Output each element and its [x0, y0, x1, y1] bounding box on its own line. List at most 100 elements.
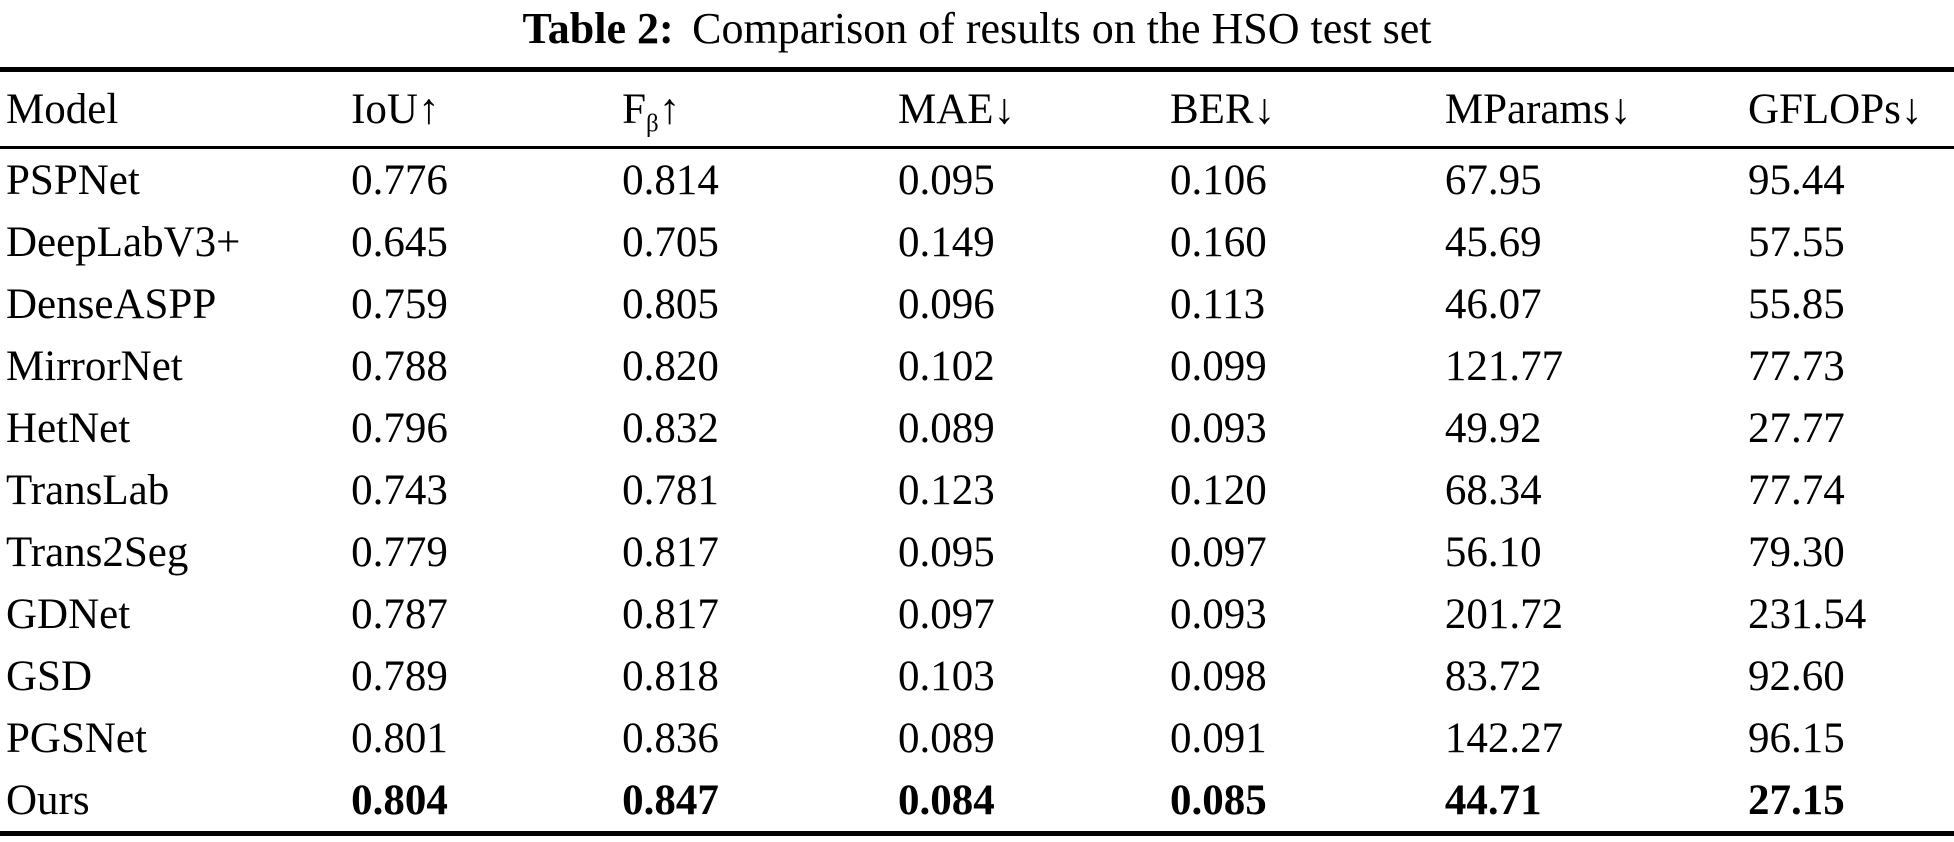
- cell-gflops: 27.77: [1747, 404, 1845, 452]
- table-row-gsd: GSD 0.789 0.818 0.103 0.098 83.72 92.60: [0, 645, 1954, 707]
- cell-mae: 0.097: [897, 590, 995, 638]
- cell-ber: 0.160: [1169, 218, 1267, 266]
- cell-fbeta: 0.781: [622, 466, 719, 514]
- column-header-label: MParams: [1444, 85, 1610, 133]
- cell-ber: 0.113: [1169, 280, 1266, 328]
- cell-model: DenseASPP: [6, 280, 217, 328]
- cell-gflops: 55.85: [1747, 280, 1845, 328]
- table-row-pspnet: PSPNet 0.776 0.814 0.095 0.106 67.95 95.…: [0, 148, 1954, 212]
- cell-iou: 0.645: [351, 218, 448, 266]
- table-row-mirrornet: MirrorNet 0.788 0.820 0.102 0.099 121.77…: [0, 335, 1954, 397]
- cell-mparams: 45.69: [1444, 218, 1542, 266]
- beta-subscript: β: [646, 110, 659, 138]
- cell-ber: 0.098: [1169, 652, 1267, 700]
- cell-mparams: 49.92: [1444, 404, 1542, 452]
- cell-mae: 0.096: [897, 280, 995, 328]
- cell-fbeta: 0.847: [622, 776, 719, 824]
- down-arrow-icon: ↓: [1253, 85, 1276, 133]
- cell-mparams: 46.07: [1444, 280, 1542, 328]
- cell-ber: 0.097: [1169, 528, 1267, 576]
- down-arrow-icon: ↓: [1900, 85, 1923, 133]
- cell-mparams: 201.72: [1444, 590, 1564, 638]
- column-header-ber: BER↓: [1163, 69, 1439, 149]
- cell-model: HetNet: [6, 404, 131, 452]
- cell-model: TransLab: [6, 466, 170, 514]
- cell-iou: 0.776: [351, 156, 448, 204]
- column-header-label: IoU: [351, 85, 418, 133]
- table-row-ours: Ours 0.804 0.847 0.084 0.085 44.71 27.15: [0, 769, 1954, 834]
- column-header-gflops: GFLOPs↓: [1741, 69, 1954, 149]
- cell-ber: 0.093: [1169, 404, 1267, 452]
- column-header-iou: IoU↑: [345, 69, 617, 149]
- cell-iou: 0.804: [351, 776, 448, 824]
- cell-mparams: 142.27: [1444, 714, 1564, 762]
- cell-fbeta: 0.832: [622, 404, 719, 452]
- column-header-label: F: [622, 85, 646, 133]
- column-header-mparams: MParams↓: [1438, 69, 1742, 149]
- cell-iou: 0.759: [351, 280, 448, 328]
- cell-gflops: 77.74: [1747, 466, 1845, 514]
- cell-mae: 0.089: [897, 404, 995, 452]
- table-caption-text: Comparison of results on the HSO test se…: [692, 4, 1432, 53]
- cell-iou: 0.788: [351, 342, 448, 390]
- cell-mparams: 83.72: [1444, 652, 1542, 700]
- cell-mae: 0.095: [897, 156, 995, 204]
- column-header-label: MAE: [897, 85, 994, 133]
- cell-mae: 0.095: [897, 528, 995, 576]
- cell-mparams: 56.10: [1444, 528, 1542, 576]
- cell-model: GDNet: [6, 590, 131, 638]
- cell-gflops: 77.73: [1747, 342, 1845, 390]
- cell-mae: 0.089: [897, 714, 995, 762]
- cell-ber: 0.091: [1169, 714, 1267, 762]
- table-row-denseaspp: DenseASPP 0.759 0.805 0.096 0.113 46.07 …: [0, 273, 1954, 335]
- table-caption-number: Table 2:: [522, 4, 674, 53]
- cell-iou: 0.779: [351, 528, 448, 576]
- cell-gflops: 27.15: [1747, 776, 1845, 824]
- cell-mae: 0.103: [897, 652, 995, 700]
- cell-gflops: 79.30: [1747, 528, 1845, 576]
- cell-mae: 0.084: [897, 776, 995, 824]
- cell-gflops: 96.15: [1747, 714, 1845, 762]
- column-header-mae: MAE↓: [891, 69, 1164, 149]
- cell-mae: 0.149: [897, 218, 995, 266]
- column-header-label: Model: [6, 85, 119, 133]
- cell-fbeta: 0.705: [622, 218, 719, 266]
- table-row-trans2seg: Trans2Seg 0.779 0.817 0.095 0.097 56.10 …: [0, 521, 1954, 583]
- cell-fbeta: 0.805: [622, 280, 719, 328]
- up-arrow-icon: ↑: [417, 85, 440, 133]
- header-row: Model IoU↑ Fβ↑ MAE↓ BER↓ MParams↓ GFLOPs…: [0, 69, 1954, 149]
- cell-ber: 0.120: [1169, 466, 1267, 514]
- cell-model: Ours: [6, 776, 90, 824]
- cell-mae: 0.102: [897, 342, 995, 390]
- table-row-pgsnet: PGSNet 0.801 0.836 0.089 0.091 142.27 96…: [0, 707, 1954, 769]
- cell-model: MirrorNet: [6, 342, 183, 390]
- cell-iou: 0.796: [351, 404, 448, 452]
- down-arrow-icon: ↓: [993, 85, 1016, 133]
- cell-mae: 0.123: [897, 466, 995, 514]
- table-row-translab: TransLab 0.743 0.781 0.123 0.120 68.34 7…: [0, 459, 1954, 521]
- cell-model: Trans2Seg: [6, 528, 189, 576]
- cell-model: PSPNet: [6, 156, 140, 204]
- cell-iou: 0.801: [351, 714, 448, 762]
- cell-ber: 0.093: [1169, 590, 1267, 638]
- table-row-deeplabv3plus: DeepLabV3+ 0.645 0.705 0.149 0.160 45.69…: [0, 211, 1954, 273]
- cell-fbeta: 0.818: [622, 652, 719, 700]
- cell-fbeta: 0.820: [622, 342, 719, 390]
- cell-model: DeepLabV3+: [6, 218, 241, 266]
- cell-iou: 0.743: [351, 466, 448, 514]
- down-arrow-icon: ↓: [1609, 85, 1632, 133]
- cell-fbeta: 0.814: [622, 156, 719, 204]
- cell-mparams: 68.34: [1444, 466, 1542, 514]
- results-table: Model IoU↑ Fβ↑ MAE↓ BER↓ MParams↓ GFLOPs…: [0, 67, 1954, 836]
- cell-iou: 0.787: [351, 590, 448, 638]
- cell-gflops: 92.60: [1747, 652, 1845, 700]
- cell-ber: 0.106: [1169, 156, 1267, 204]
- cell-iou: 0.789: [351, 652, 448, 700]
- cell-fbeta: 0.817: [622, 528, 719, 576]
- table-caption: Table 2: Comparison of results on the HSO…: [0, 0, 1954, 67]
- cell-gflops: 231.54: [1747, 590, 1867, 638]
- table-row-hetnet: HetNet 0.796 0.832 0.089 0.093 49.92 27.…: [0, 397, 1954, 459]
- column-header-label: GFLOPs: [1747, 85, 1901, 133]
- cell-gflops: 57.55: [1747, 218, 1845, 266]
- cell-gflops: 95.44: [1747, 156, 1845, 204]
